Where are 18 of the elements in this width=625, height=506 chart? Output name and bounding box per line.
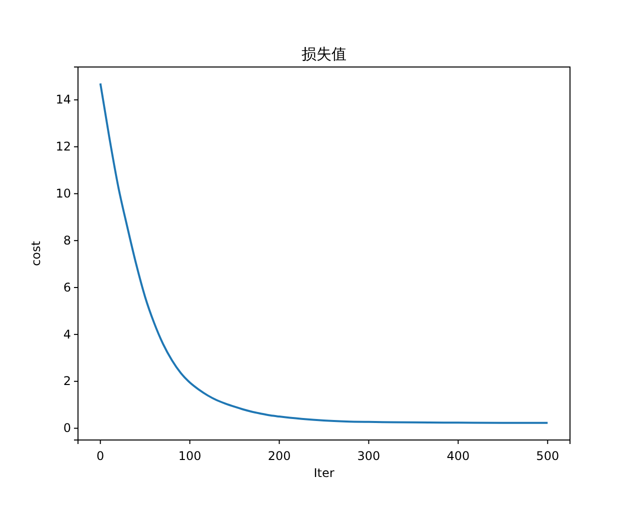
x-tick-label: 0: [96, 449, 104, 464]
y-tick-label: 10: [56, 186, 71, 201]
y-tick-label: 2: [63, 374, 71, 388]
x-tick-label: 400: [446, 449, 470, 464]
x-tick-label: 500: [536, 449, 560, 464]
x-axis-title: Iter: [314, 466, 334, 480]
y-tick-label: 8: [63, 233, 71, 248]
y-tick-label: 4: [63, 327, 71, 342]
x-tick-label: 200: [268, 449, 291, 464]
y-tick-label: 0: [63, 421, 71, 436]
x-tick-label: 300: [357, 449, 380, 464]
y-tick-label: 14: [56, 92, 71, 107]
chart-title: 损失值: [302, 45, 346, 63]
y-tick-label: 6: [63, 280, 71, 294]
x-tick-label: 100: [178, 449, 202, 464]
y-tick-label: 12: [56, 140, 71, 154]
line-series: [99, 82, 549, 424]
y-axis-title: cost: [29, 240, 43, 266]
